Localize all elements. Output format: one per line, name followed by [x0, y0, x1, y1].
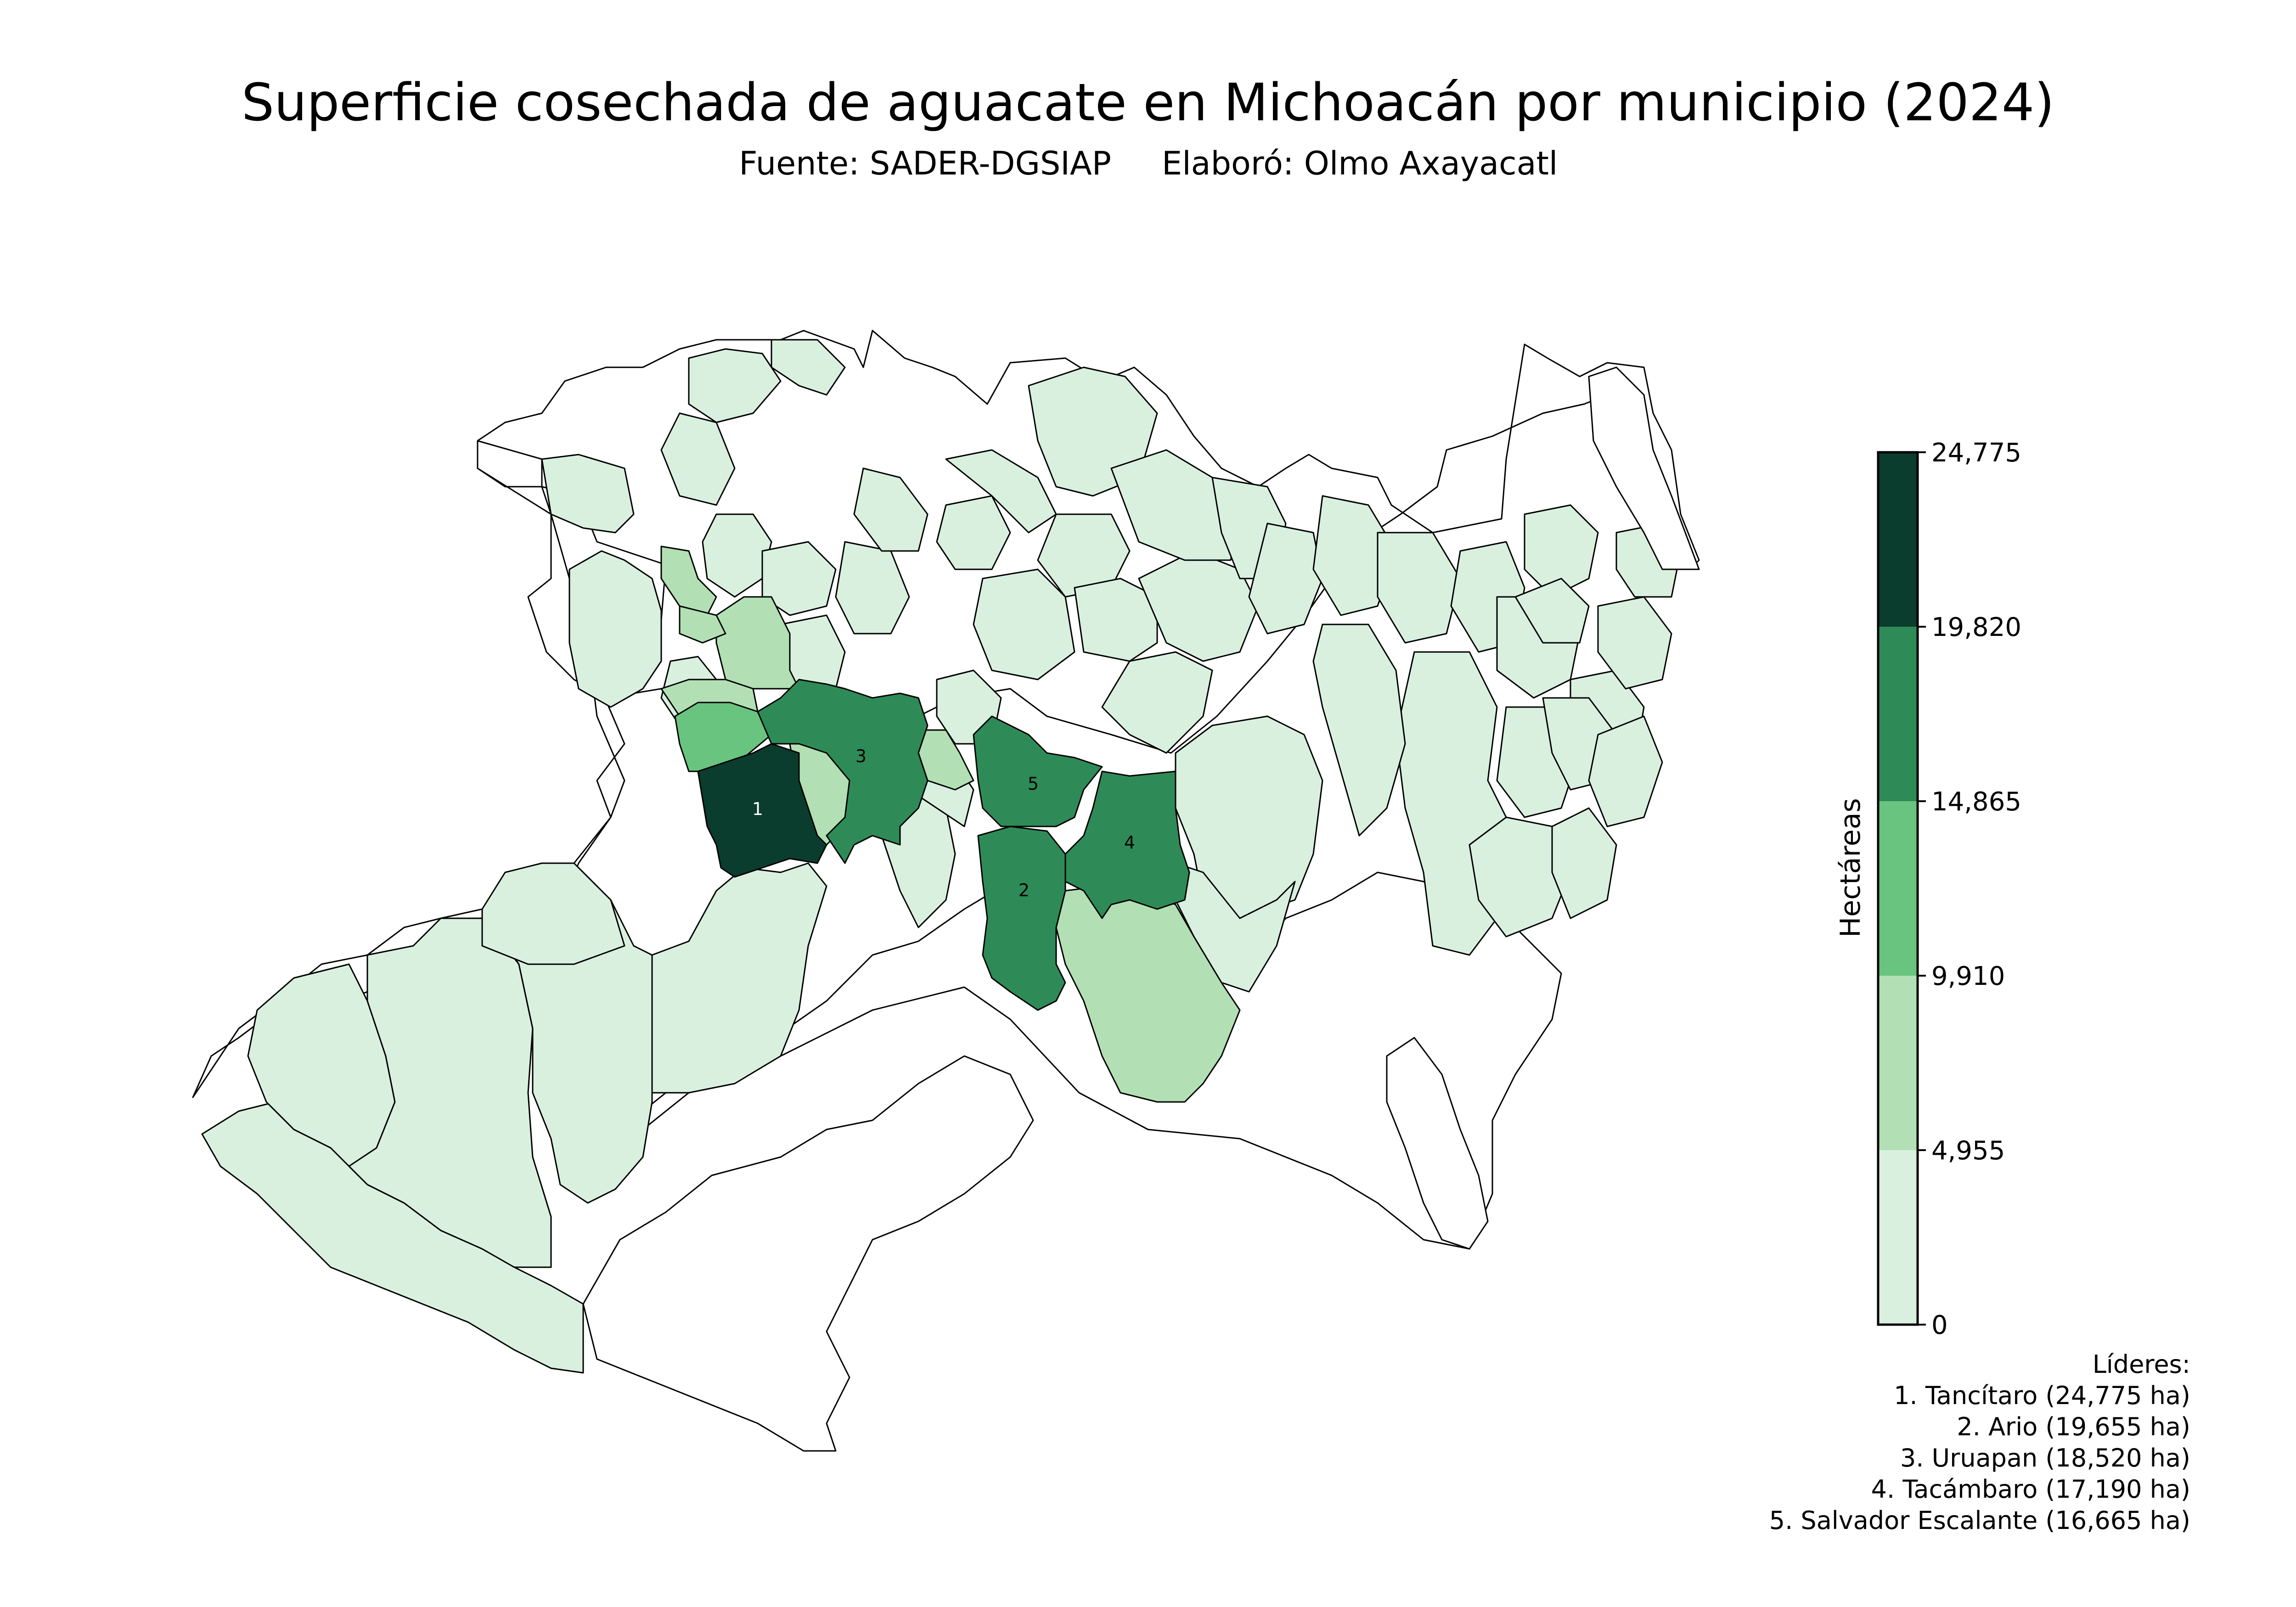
leader-item: 1. Tancítaro (24,775 ha) [1894, 1381, 2190, 1410]
colorbar-tick-label: 24,775 [1931, 438, 2021, 468]
rank-label-2: 2 [1019, 880, 1030, 900]
municipality-bin-1 [1377, 532, 1461, 644]
municipality-bin-1 [1175, 862, 1296, 993]
municipality-bin-1 [1588, 715, 1663, 827]
colorbar: 0 4,955 9,910 14,865 19,820 24,775 [1877, 438, 2021, 1340]
municipality-bin-1 [973, 568, 1075, 680]
municipality-bin-2 [715, 596, 800, 690]
map-title: Superficie cosechada de aguacate en Mich… [242, 73, 2054, 133]
municipality-bin-1 [651, 862, 827, 1094]
colorbar-label: Hectáreas [1835, 798, 1867, 938]
municipality-bin-1 [541, 454, 635, 534]
leaders-legend: Líderes: 1. Tancítaro (24,775 ha) 2. Ari… [1769, 1350, 2190, 1535]
leader-item: 3. Uruapan (18,520 ha) [1900, 1444, 2190, 1472]
rank-label-4: 4 [1124, 832, 1135, 853]
municipality-bin-1 [771, 339, 846, 396]
colorbar-bin [1878, 1150, 1918, 1325]
municipality-bin-1 [1175, 715, 1323, 919]
author-credit: Elaboró: Olmo Axayacatl [1162, 145, 1558, 182]
rank-label-5: 5 [1028, 774, 1039, 794]
municipality-bin-4-tacambaro [1064, 770, 1190, 919]
municipality-bin-3 [674, 702, 772, 772]
municipality-bin-2 [660, 545, 717, 616]
municipality-bin-1 [1312, 495, 1397, 616]
municipality-bin-1 [1524, 504, 1599, 598]
colorbar-bin [1878, 976, 1918, 1150]
colorbar-bin [1878, 801, 1918, 976]
municipality-bin-4-uruapan [757, 679, 929, 864]
municipality-bin-1 [1074, 578, 1158, 662]
colorbar-frame [1877, 451, 1919, 1326]
colorbar-tick-label: 9,910 [1931, 961, 2005, 991]
municipality-bin-2 [679, 605, 726, 644]
michoacan-map [192, 330, 1700, 1452]
municipality-bin-1 [1312, 624, 1406, 837]
leader-item: 4. Tacámbaro (17,190 ha) [1871, 1475, 2190, 1504]
municipality-bin-1 [853, 467, 929, 552]
colorbar-bin [1878, 452, 1918, 627]
leader-item: 5. Salvador Escalante (16,665 ha) [1769, 1506, 2190, 1535]
municipality-bin-1 [660, 412, 736, 506]
municipality-bin-1 [688, 348, 782, 423]
municipality-bin-1 [1551, 807, 1617, 919]
municipality-bin-1 [702, 513, 772, 598]
leader-item: 2. Ario (19,655 ha) [1957, 1412, 2190, 1441]
municipality-bin-1 [568, 550, 662, 708]
municipality-no-data [1588, 366, 1700, 570]
municipality-bin-1 [1248, 523, 1323, 635]
rank-label-3: 3 [855, 746, 867, 766]
source-credit: Fuente: SADER-DGSIAP [739, 145, 1111, 182]
colorbar-tick-label: 14,865 [1931, 787, 2021, 817]
colorbar-tick-label: 0 [1931, 1310, 1948, 1340]
municipality-bin-4-salvador-escalante [973, 715, 1103, 827]
colorbar-tick-label: 4,955 [1931, 1136, 2005, 1166]
leaders-heading: Líderes: [2093, 1350, 2190, 1379]
colorbar-tick-label: 19,820 [1931, 612, 2021, 642]
municipality-bin-1 [1101, 651, 1213, 754]
municipality-bin-1 [1514, 578, 1590, 644]
municipality-bin-1 [481, 862, 625, 965]
municipality-no-data [582, 1055, 1034, 1452]
municipality-bin-1 [1597, 596, 1672, 690]
municipality-bin-5-tancitaro [697, 743, 827, 878]
colorbar-bin [1878, 627, 1918, 801]
municipality-no-data [1386, 1037, 1489, 1250]
municipality-bin-4-ario [977, 826, 1066, 1011]
rank-label-1: 1 [752, 799, 763, 819]
